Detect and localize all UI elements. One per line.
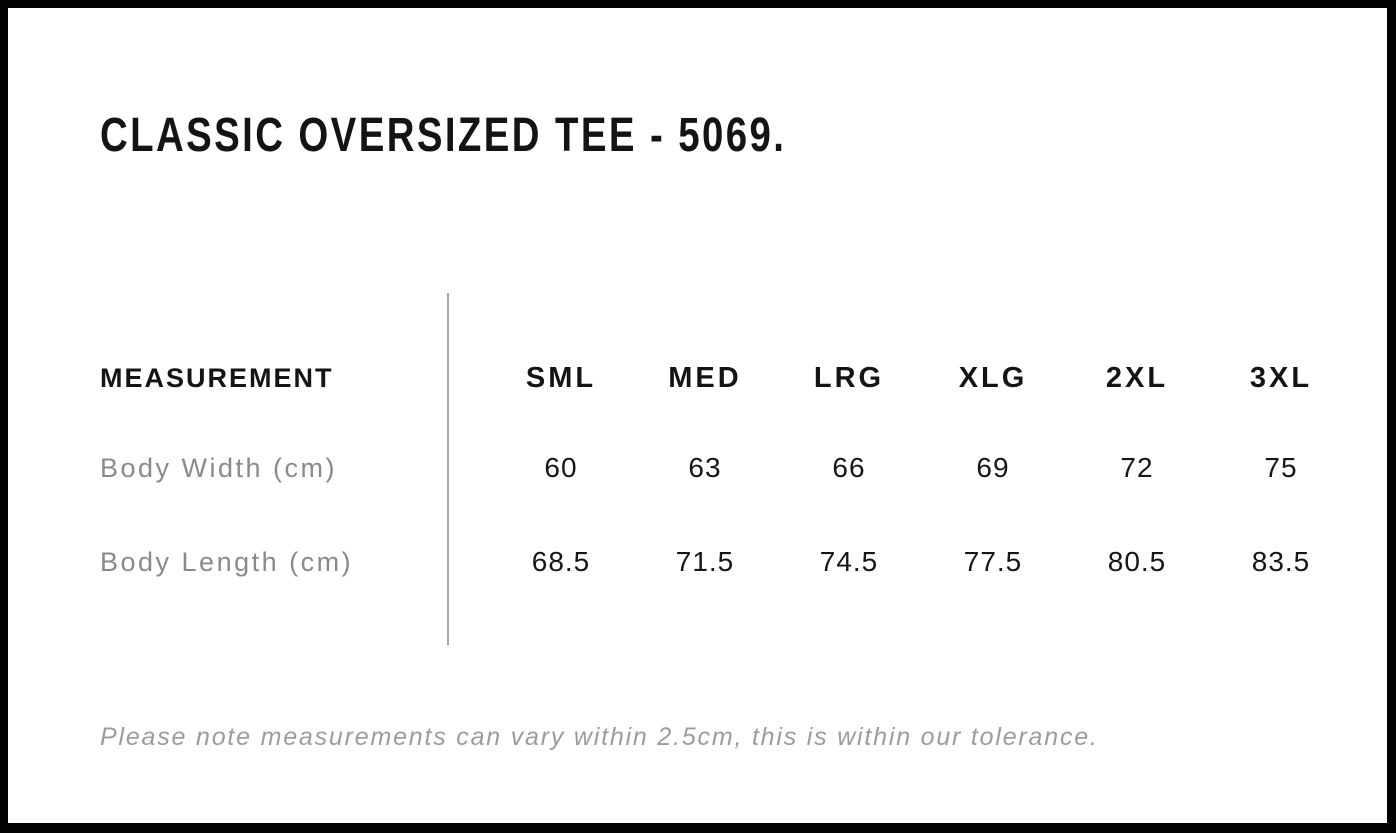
column-header-sml: SML [525,361,597,394]
body-length-3xl: 83.5 [1251,546,1311,577]
body-width-values: 60 63 66 69 72 75 [489,452,1353,484]
table-column-divider [447,293,449,645]
column-header-med: MED [668,361,742,394]
size-header-group: SML MED LRG XLG 2XL 3XL [489,362,1353,395]
body-width-lrg: 66 [832,452,866,483]
body-length-2xl: 80.5 [1107,546,1167,577]
body-length-sml: 68.5 [531,546,591,577]
body-width-3xl: 75 [1264,452,1298,483]
tolerance-note: Please note measurements can vary within… [100,723,1099,751]
column-header-2xl: 2XL [1105,361,1169,394]
column-header-3xl: 3XL [1249,361,1313,394]
row-label-body-width: Body Width (cm) [100,452,338,483]
body-length-xlg: 77.5 [963,546,1023,577]
body-length-med: 71.5 [675,546,735,577]
body-length-lrg: 74.5 [819,546,879,577]
column-header-measurement: MEASUREMENT [100,362,334,393]
table-row-body-width: Body Width (cm) 60 63 66 69 72 75 [100,443,1353,493]
table-row-body-length: Body Length (cm) 68.5 71.5 74.5 77.5 80.… [100,537,1353,587]
page-title: CLASSIC OVERSIZED TEE - 5069. [100,109,787,162]
table-header-row: MEASUREMENT SML MED LRG XLG 2XL 3XL [100,353,1353,403]
body-length-values: 68.5 71.5 74.5 77.5 80.5 83.5 [489,546,1353,578]
body-width-xlg: 69 [976,452,1010,483]
body-width-med: 63 [688,452,722,483]
column-header-xlg: XLG [958,361,1028,394]
row-label-body-length: Body Length (cm) [100,546,354,577]
body-width-2xl: 72 [1120,452,1154,483]
body-width-sml: 60 [544,452,578,483]
column-header-lrg: LRG [813,361,885,394]
